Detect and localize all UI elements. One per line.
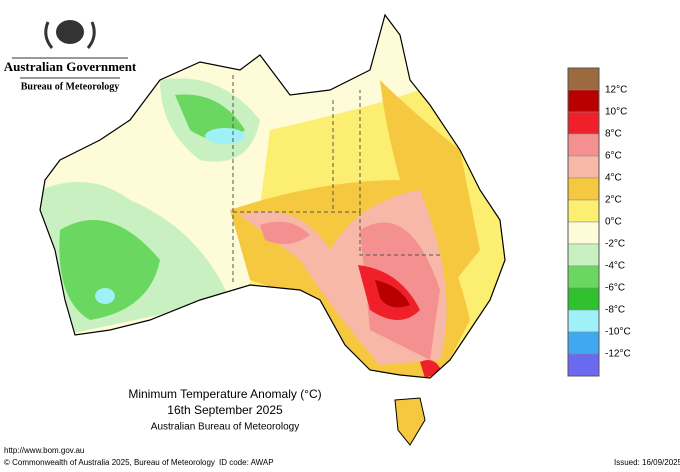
legend-swatch [567, 243, 600, 267]
legend-label: 10°C [605, 107, 627, 118]
agency: Australian Government [4, 59, 137, 74]
legend-swatch [567, 265, 600, 289]
url: http://www.bom.gov.au [4, 446, 84, 455]
legend-label: 6°C [605, 151, 622, 162]
legend-label: 2°C [605, 195, 622, 206]
issued: Issued: 16/09/2025 [614, 458, 680, 467]
legend-label: 4°C [605, 173, 622, 184]
legend-frame [567, 67, 600, 377]
map-source: Australian Bureau of Meteorology [151, 422, 299, 433]
state-borders [232, 75, 440, 285]
legend-swatch [567, 199, 600, 223]
coastline [39, 13, 506, 379]
legend-label: -10°C [605, 327, 631, 338]
legend-swatch [567, 67, 600, 91]
legend-swatch [567, 221, 600, 245]
legend-swatch [567, 287, 600, 311]
bureau: Bureau of Meteorology [21, 81, 120, 92]
legend-label: 8°C [605, 129, 622, 140]
legend-swatch [567, 309, 600, 333]
legend-label: -8°C [605, 305, 625, 316]
legend-label: -12°C [605, 349, 631, 360]
legend-swatch [567, 331, 600, 355]
crest [12, 20, 128, 79]
legend-label: -2°C [605, 239, 625, 250]
legend: 12°C 10°C 8°C 6°C 4°C 2°C 0°C -2°C -4°C -6°C -8°C -… [567, 67, 631, 377]
id-code: ID code: AWAP [219, 458, 274, 467]
copyright: © Commonwealth of Australia 2025, Bureau… [4, 458, 215, 467]
legend-label: 0°C [605, 217, 622, 228]
map-title: Minimum Temperature Anomaly (°C) [128, 387, 321, 401]
legend-swatch [567, 353, 600, 377]
legend-label: 12°C [605, 85, 627, 96]
legend-swatch [567, 133, 600, 157]
legend-label: -6°C [605, 283, 625, 294]
legend-swatch [567, 155, 600, 179]
australia-map [40, 15, 505, 378]
map-date: 16th September 2025 [167, 403, 283, 417]
tasmania [394, 397, 426, 446]
legend-swatch [567, 89, 600, 113]
legend-label: -4°C [605, 261, 625, 272]
legend-swatch [567, 111, 600, 135]
legend-swatch [567, 177, 600, 201]
